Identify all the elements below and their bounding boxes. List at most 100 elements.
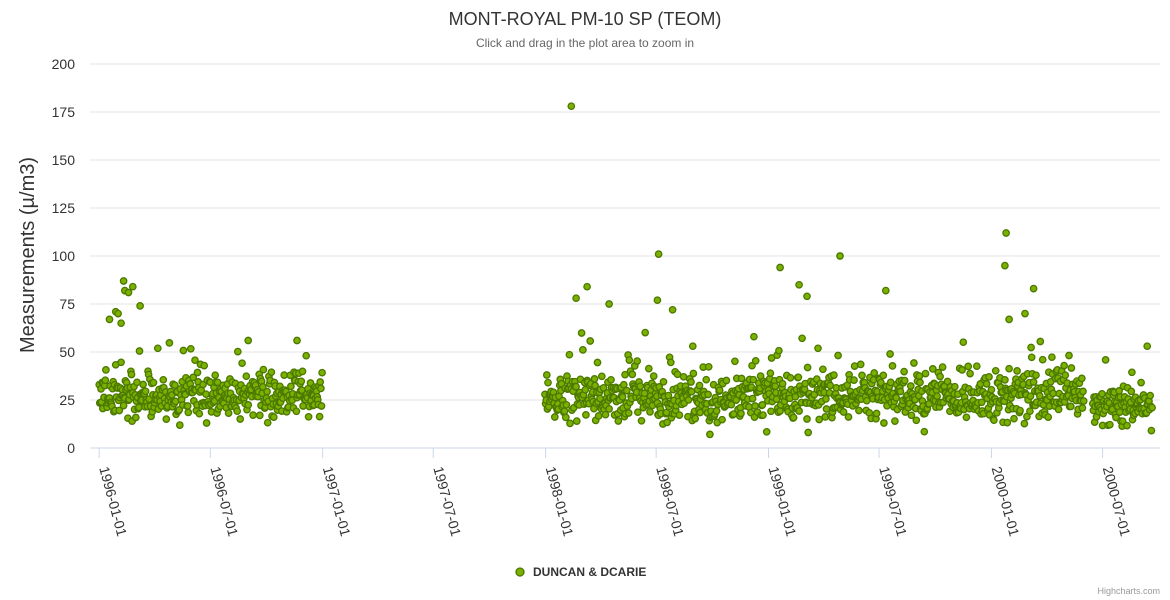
data-points[interactable] [95, 102, 1156, 439]
data-point[interactable] [628, 370, 637, 379]
data-point[interactable] [263, 418, 272, 427]
data-point[interactable] [1001, 261, 1009, 270]
data-point[interactable] [171, 381, 179, 390]
data-point[interactable] [624, 409, 633, 417]
data-point[interactable] [124, 288, 133, 297]
data-point[interactable] [877, 378, 885, 387]
data-point[interactable] [822, 395, 830, 403]
data-point[interactable] [119, 401, 128, 410]
data-point[interactable] [236, 415, 245, 423]
data-point[interactable] [1147, 426, 1156, 435]
data-point[interactable] [244, 401, 253, 409]
data-point[interactable] [972, 362, 981, 371]
data-point[interactable] [688, 342, 697, 351]
data-point[interactable] [1029, 284, 1038, 293]
data-point[interactable] [1013, 367, 1021, 375]
data-point[interactable] [191, 356, 199, 365]
data-point[interactable] [153, 344, 162, 353]
data-point[interactable] [778, 379, 787, 388]
data-point[interactable] [679, 372, 688, 381]
data-point[interactable] [162, 415, 171, 423]
data-point[interactable] [966, 369, 974, 378]
data-point[interactable] [572, 382, 580, 391]
data-point[interactable] [687, 387, 696, 396]
data-point[interactable] [599, 383, 608, 392]
data-point[interactable] [1005, 364, 1013, 373]
data-point[interactable] [834, 351, 842, 360]
data-point[interactable] [856, 360, 865, 369]
data-point[interactable] [795, 407, 803, 415]
data-point[interactable] [886, 378, 895, 387]
data-point[interactable] [928, 365, 937, 373]
data-point[interactable] [912, 416, 921, 425]
data-point[interactable] [1003, 418, 1012, 427]
data-point[interactable] [299, 402, 307, 410]
data-point[interactable] [316, 378, 325, 386]
data-point[interactable] [105, 315, 114, 324]
data-point[interactable] [619, 380, 628, 389]
data-point[interactable] [858, 371, 866, 380]
data-point[interactable] [789, 413, 798, 422]
data-point[interactable] [562, 400, 571, 409]
data-point[interactable] [1148, 403, 1156, 412]
data-point[interactable] [128, 282, 137, 291]
data-point[interactable] [803, 363, 812, 372]
data-point[interactable] [758, 401, 767, 409]
data-point[interactable] [653, 296, 662, 305]
data-point[interactable] [202, 390, 210, 399]
data-point[interactable] [731, 357, 739, 366]
data-point[interactable] [1128, 368, 1136, 377]
data-point[interactable] [702, 375, 711, 384]
data-point[interactable] [803, 292, 811, 301]
data-point[interactable] [950, 382, 959, 391]
data-point[interactable] [689, 369, 698, 378]
data-point[interactable] [819, 365, 827, 374]
legend[interactable]: DUNCAN & DCARIE [515, 565, 646, 579]
data-point[interactable] [921, 369, 930, 378]
data-point[interactable] [133, 378, 141, 387]
data-point[interactable] [298, 367, 307, 376]
data-point[interactable] [915, 372, 924, 380]
data-point[interactable] [183, 402, 192, 410]
data-point[interactable] [1020, 419, 1029, 428]
data-point[interactable] [886, 350, 894, 358]
data-point[interactable] [622, 386, 631, 395]
data-point[interactable] [830, 371, 838, 379]
data-point[interactable] [933, 392, 941, 401]
data-point[interactable] [244, 336, 253, 345]
data-point[interactable] [646, 408, 654, 416]
data-point[interactable] [567, 102, 576, 111]
data-point[interactable] [977, 398, 986, 407]
data-point[interactable] [649, 372, 658, 380]
data-point[interactable] [666, 358, 675, 367]
data-point[interactable] [577, 329, 586, 337]
data-point[interactable] [766, 369, 775, 378]
data-point[interactable] [641, 328, 650, 337]
data-point[interactable] [581, 385, 590, 394]
data-point[interactable] [959, 338, 968, 347]
data-point[interactable] [238, 359, 246, 368]
data-point[interactable] [748, 394, 757, 403]
data-point[interactable] [962, 413, 971, 422]
data-point[interactable] [1010, 414, 1018, 423]
data-point[interactable] [590, 375, 599, 383]
data-point[interactable] [855, 406, 863, 415]
data-point[interactable] [664, 391, 673, 400]
data-point[interactable] [1061, 371, 1070, 380]
data-point[interactable] [985, 373, 993, 381]
data-point[interactable] [1026, 392, 1035, 401]
data-point[interactable] [1002, 229, 1010, 237]
data-point[interactable] [896, 387, 905, 396]
data-point[interactable] [297, 377, 306, 386]
data-point[interactable] [822, 405, 831, 413]
data-point[interactable] [687, 378, 695, 386]
data-point[interactable] [1005, 315, 1013, 324]
data-point[interactable] [1001, 376, 1009, 384]
data-point[interactable] [1067, 364, 1076, 372]
data-point[interactable] [794, 373, 803, 382]
data-point[interactable] [891, 417, 899, 425]
data-point[interactable] [964, 362, 973, 371]
data-point[interactable] [982, 380, 991, 388]
data-point[interactable] [1079, 387, 1087, 396]
data-point[interactable] [184, 408, 193, 417]
